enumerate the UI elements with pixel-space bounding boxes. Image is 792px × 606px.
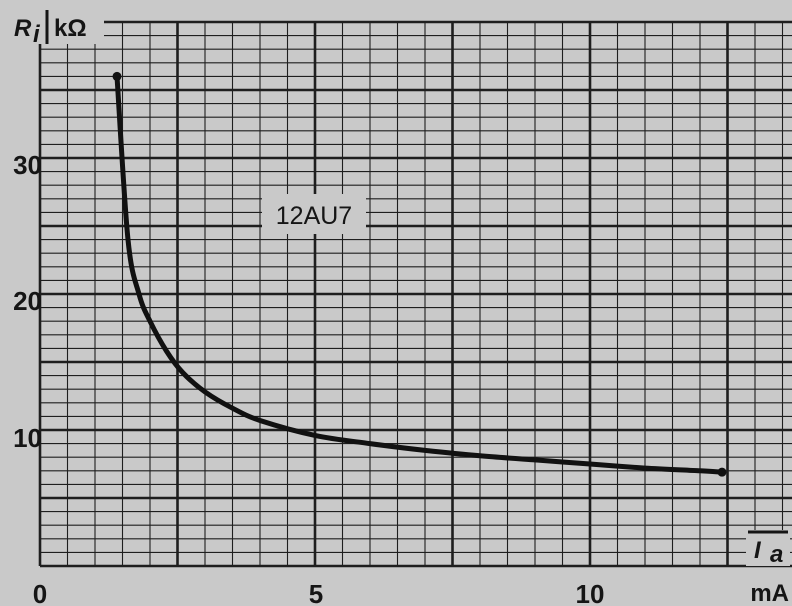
- tick-labels: 0 5 10 10 20 30: [13, 150, 604, 606]
- x-tick-label: 0: [33, 579, 47, 606]
- y-tick-label: 10: [13, 423, 42, 453]
- x-tick-label: 5: [309, 579, 323, 606]
- y-tick-label: 30: [13, 150, 42, 180]
- series-line: [114, 73, 725, 475]
- y-axis-symbol: R: [14, 15, 32, 42]
- data-point: [112, 71, 122, 81]
- curve-layer: [112, 71, 727, 477]
- x-axis-subscript: a: [770, 541, 783, 568]
- y-axis-label: R i kΩ: [10, 8, 104, 48]
- major-grid: [38, 20, 792, 568]
- y-tick-label: 20: [13, 286, 42, 316]
- x-axis-unit: mA: [750, 580, 789, 606]
- y-axis-unit: kΩ: [54, 15, 87, 42]
- y-axis-subscript: i: [33, 21, 41, 48]
- tube-annotation: 12AU7: [262, 194, 366, 234]
- tube-label: 12AU7: [276, 202, 352, 230]
- x-axis-label: I a mA: [746, 530, 790, 606]
- x-axis-symbol: I: [754, 537, 762, 564]
- data-point: [717, 467, 727, 477]
- x-tick-label: 10: [576, 579, 605, 606]
